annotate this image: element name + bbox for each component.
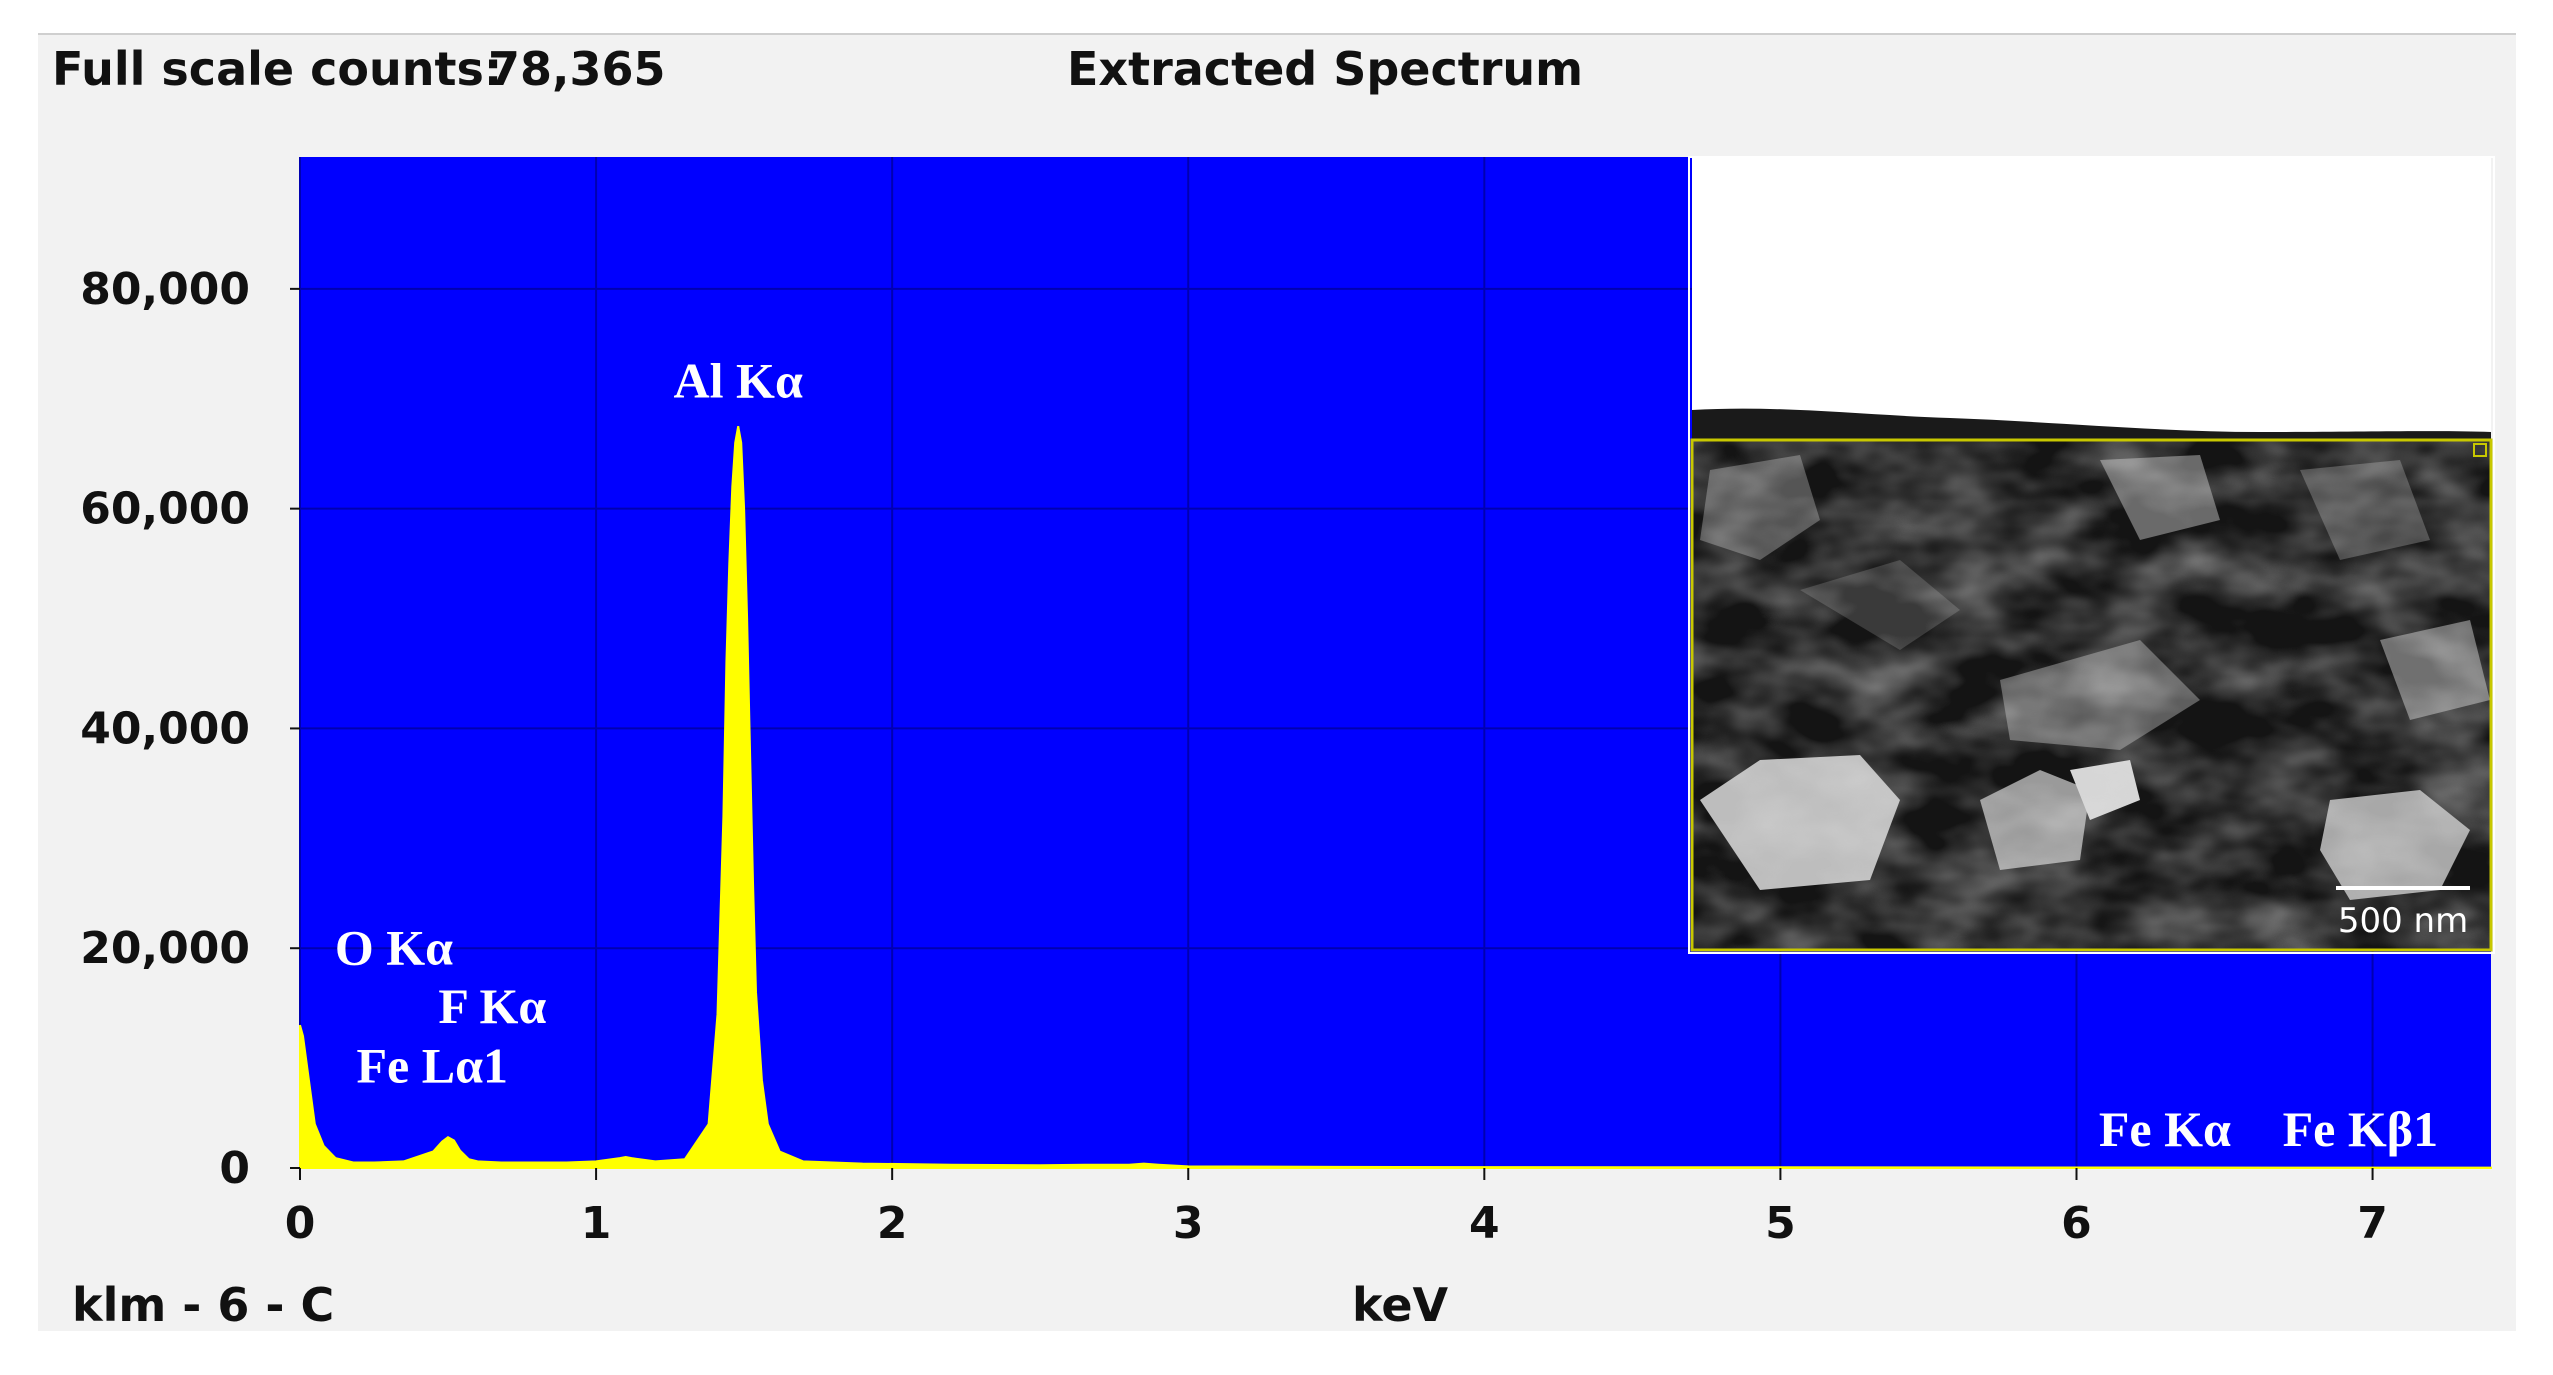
x-axis-ticks: 0 1 2 3 4 5 6 7 xyxy=(285,1168,2388,1249)
scale-bar-label: 500 nm xyxy=(2338,901,2468,941)
selection-handle xyxy=(2473,443,2487,457)
peak-label: Al Kα xyxy=(674,353,803,409)
peak-label: F Kα xyxy=(438,978,546,1034)
x-axis-label: keV xyxy=(1352,1278,1449,1332)
inset-surface-edge xyxy=(1692,408,2491,440)
x-tick-label: 1 xyxy=(581,1198,612,1249)
y-tick-label: 20,000 xyxy=(80,923,250,974)
x-tick-label: 2 xyxy=(877,1198,908,1249)
y-axis-ticks: 0 20,000 40,000 60,000 80,000 xyxy=(80,264,300,1194)
sample-label: klm - 6 - C xyxy=(72,1278,335,1332)
grain-texture xyxy=(1692,440,2491,950)
y-tick-label: 40,000 xyxy=(80,703,250,754)
x-tick-label: 5 xyxy=(1765,1198,1796,1249)
peak-label: O Kα xyxy=(335,920,453,976)
tem-inset-image: 500 nm xyxy=(1688,156,2495,954)
peak-label: Fe Kα xyxy=(2099,1101,2231,1157)
inset-bright-region xyxy=(1692,157,2491,440)
x-tick-label: 7 xyxy=(2357,1198,2388,1249)
y-tick-label: 60,000 xyxy=(80,484,250,535)
inset-border xyxy=(1688,156,2495,954)
y-tick-label: 0 xyxy=(219,1143,250,1194)
full-scale-value: 78,365 xyxy=(488,42,666,96)
full-scale-label: Full scale counts: xyxy=(52,42,503,96)
inset-grains xyxy=(1692,440,2491,950)
chart-title: Extracted Spectrum xyxy=(1067,42,1584,96)
x-tick-label: 0 xyxy=(285,1198,316,1249)
peak-label: Fe Lα1 xyxy=(357,1037,509,1093)
x-tick-label: 6 xyxy=(2061,1198,2092,1249)
inset-selection-frame xyxy=(1690,438,2493,952)
y-tick-label: 80,000 xyxy=(80,264,250,315)
x-tick-label: 3 xyxy=(1173,1198,1204,1249)
peak-label: Fe Kβ1 xyxy=(2283,1101,2438,1157)
spectrum-area xyxy=(299,426,2492,1169)
x-tick-label: 4 xyxy=(1469,1198,1500,1249)
